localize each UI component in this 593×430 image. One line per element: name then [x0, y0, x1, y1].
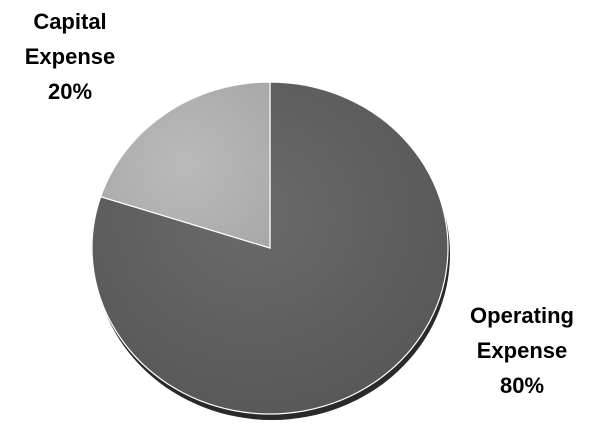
slice-name-label: Capital [33, 9, 106, 34]
pie-labels: Operating Expense 80% Capital Expense 20% [25, 9, 574, 398]
pie-slice-capital-expense [99, 81, 271, 249]
slice-name-label: Expense [477, 338, 568, 363]
pie-slices [91, 81, 449, 415]
slice-name-label: Expense [25, 44, 116, 69]
pie-slice-operating-expense [91, 81, 449, 415]
slice-value-label: 80% [500, 373, 544, 398]
slice-label-operating-expense: Operating Expense 80% [470, 303, 574, 398]
slice-value-label: 20% [48, 79, 92, 104]
slice-name-label: Operating [470, 303, 574, 328]
slice-label-capital-expense: Capital Expense 20% [25, 9, 116, 104]
